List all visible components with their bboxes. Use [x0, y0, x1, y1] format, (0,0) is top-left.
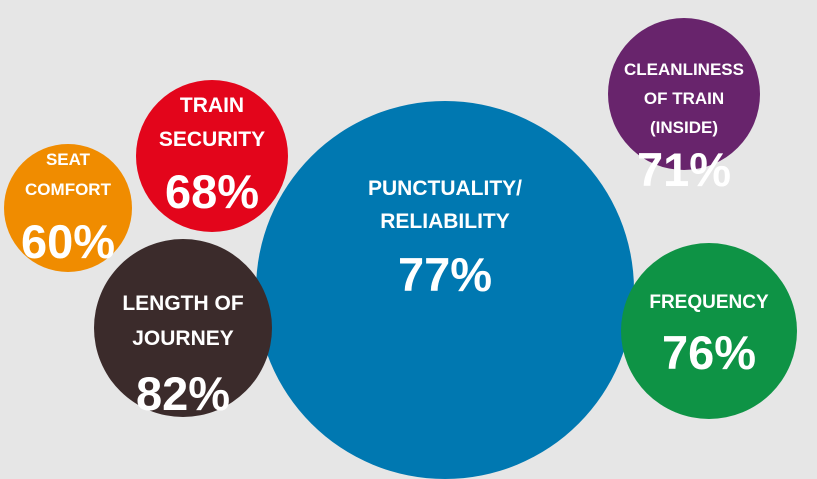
bubble-label: SEAT: [45, 150, 91, 169]
bubble-seat-comfort: SEAT COMFORT 60%: [4, 144, 132, 272]
bubble-label: FREQUENCY: [649, 292, 769, 313]
bubble-label: COMFORT: [25, 180, 111, 199]
bubble-value: 82%: [135, 367, 231, 420]
bubble-train-security: TRAIN SECURITY 68%: [136, 80, 288, 232]
bubble-frequency: FREQUENCY 76%: [621, 243, 797, 419]
bubble-value: 68%: [164, 165, 260, 218]
bubble-value: 76%: [661, 326, 757, 379]
bubble-label: SECURITY: [158, 128, 266, 151]
bubble-value: 77%: [397, 248, 493, 301]
bubble-label: PUNCTUALITY/: [368, 177, 522, 200]
bubble-label: (INSIDE): [650, 118, 718, 137]
bubble-cleanliness-of-train: CLEANLINESS OF TRAIN (INSIDE) 71%: [608, 18, 760, 196]
bubble-punctuality-reliability: PUNCTUALITY/ RELIABILITY 77%: [256, 101, 634, 479]
bubble-value: 60%: [20, 215, 116, 268]
bubble-chart: PUNCTUALITY/ RELIABILITY 77% LENGTH OF J…: [4, 18, 797, 479]
bubble-label: CLEANLINESS: [624, 60, 744, 79]
bubble-length-of-journey: LENGTH OF JOURNEY 82%: [94, 239, 272, 420]
bubble-label: RELIABILITY: [380, 210, 510, 233]
bubble-label: TRAIN: [179, 94, 245, 117]
bubble-label: OF TRAIN: [643, 89, 725, 108]
bubble-label: LENGTH OF: [122, 292, 244, 315]
bubble-value: 71%: [636, 143, 732, 196]
bubble-label: JOURNEY: [132, 327, 234, 350]
